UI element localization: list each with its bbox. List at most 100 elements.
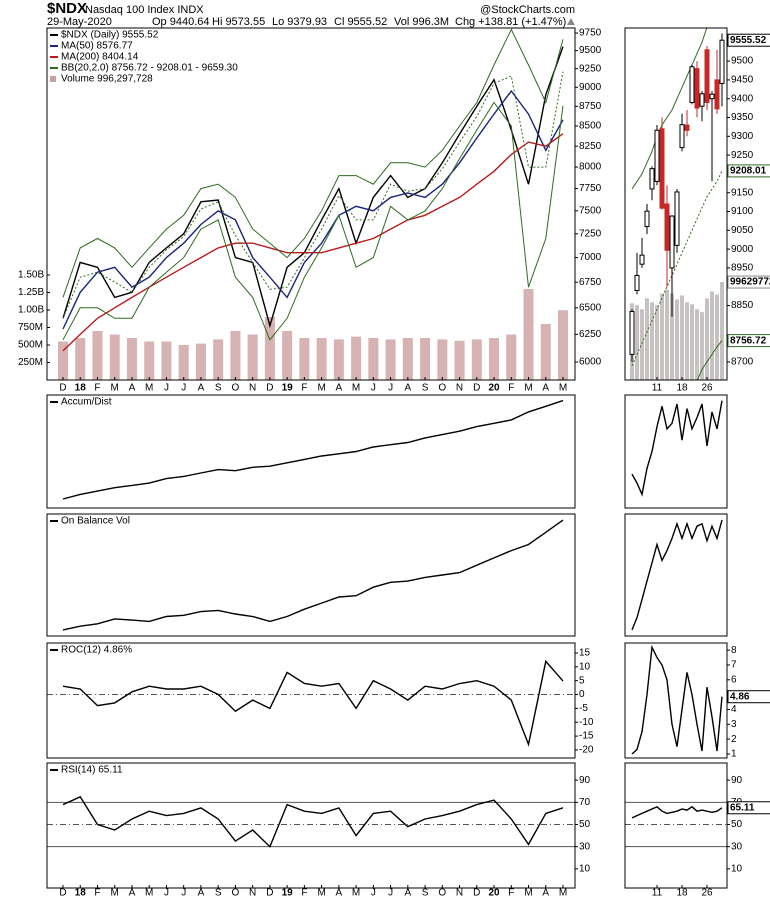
x-tick-label: M	[352, 383, 360, 394]
panel-frame	[624, 762, 728, 889]
volume-bar	[720, 282, 724, 380]
y2-tick-label: 750M	[18, 322, 43, 333]
candle-body	[639, 254, 645, 265]
x-tick-label: D	[266, 383, 273, 394]
candle-body	[679, 124, 685, 149]
series-line	[631, 805, 723, 819]
candle-body	[714, 79, 720, 110]
value-box	[727, 690, 770, 704]
change-arrow	[567, 18, 575, 25]
y-tick-label: -5	[579, 703, 588, 714]
x-tick-label: J	[388, 383, 393, 394]
y-tick-label: 4	[731, 704, 737, 715]
panel-frame	[46, 394, 576, 509]
x-tick-label: O	[438, 888, 446, 899]
x-tick-label: A	[404, 888, 411, 899]
y2-tick-label: 1.50B	[18, 270, 44, 281]
x-tick-label: N	[249, 383, 256, 394]
volume-bar	[316, 338, 327, 380]
change: Chg +138.81 (+1.47%)	[455, 16, 566, 28]
x-tick-label: 19	[282, 888, 294, 899]
candle-body	[674, 191, 680, 246]
legend-swatch	[50, 76, 56, 82]
x-tick-label: 26	[701, 888, 713, 899]
candle-body	[669, 215, 675, 269]
value-box	[727, 334, 770, 348]
x-tick-label: 20	[488, 888, 500, 899]
y-tick-label: 10	[579, 863, 591, 874]
volume-bar	[695, 309, 699, 380]
x-tick-label: S	[215, 383, 222, 394]
volume-bar	[710, 291, 714, 380]
y-tick-label: 9500	[579, 45, 602, 56]
x-tick-label: J	[181, 888, 186, 899]
x-tick-label: D	[59, 383, 66, 394]
volume-bar	[640, 309, 644, 380]
y-tick-label: 50	[731, 819, 743, 830]
candle-body	[694, 68, 700, 109]
y-tick-label: 10	[579, 661, 591, 672]
panel-frame	[624, 394, 728, 509]
panel-frame	[46, 513, 576, 637]
y-tick-label: 9350	[731, 112, 754, 123]
volume-bar	[247, 334, 258, 380]
y2-tick-label: 1.00B	[18, 305, 44, 316]
volume-bar	[92, 331, 103, 380]
y2-tick-label: 500M	[18, 340, 43, 351]
y-tick-label: 0	[579, 689, 585, 700]
volume-bar	[351, 336, 362, 380]
candle-body	[709, 93, 715, 100]
y-tick-label: 1	[731, 749, 737, 760]
x-tick-label: D	[266, 888, 273, 899]
volume-bar	[506, 334, 517, 380]
x-tick-label: F	[301, 383, 307, 394]
x-tick-label: S	[215, 888, 222, 899]
series-line	[62, 795, 564, 848]
x-tick-label: M	[524, 383, 532, 394]
candle-body	[719, 39, 725, 84]
x-tick-label: 11	[652, 888, 663, 899]
y-tick-label: 30	[579, 841, 591, 852]
x-tick-label: A	[198, 888, 205, 899]
x-tick-label: J	[388, 888, 393, 899]
volume-bar	[685, 302, 689, 380]
volume-bar	[230, 331, 241, 380]
panel	[47, 659, 575, 747]
candle-body	[684, 124, 690, 131]
y-tick-label: 9500	[731, 56, 754, 67]
volume-bar	[635, 305, 639, 380]
y-tick-label: 9450	[731, 75, 754, 86]
volume-bar	[670, 293, 674, 380]
x-tick-label: J	[164, 383, 169, 394]
y-tick-label: 90	[579, 775, 591, 786]
volume: Vol 996.3M	[394, 16, 449, 28]
x-tick-label: N	[456, 383, 463, 394]
series-line	[62, 46, 564, 329]
panel	[58, 28, 568, 380]
series-line	[631, 400, 723, 497]
volume-bar	[705, 298, 709, 380]
panel	[62, 519, 564, 631]
source: @StockCharts.com	[480, 4, 575, 16]
candle-body	[629, 311, 635, 355]
volume-bar	[109, 334, 120, 380]
x-tick-label: M	[317, 888, 325, 899]
volume-bar	[368, 338, 379, 380]
x-tick-label: M	[145, 888, 153, 899]
x-tick-label: F	[94, 888, 100, 899]
y-tick-label: 7750	[579, 183, 602, 194]
x-tick-label: 19	[282, 383, 294, 394]
low: Lo 9379.93	[272, 16, 327, 28]
y-tick-label: 3	[731, 719, 737, 730]
value-box	[727, 801, 770, 815]
y-tick-label: 7	[731, 660, 737, 671]
legend-label: MA(50) 8576.77	[61, 41, 133, 52]
series-line	[631, 519, 723, 631]
volume-bar	[523, 289, 534, 380]
panel	[629, 28, 725, 380]
y-tick-label: 70	[579, 797, 591, 808]
series-line	[62, 659, 564, 747]
x-tick-label: D	[473, 383, 480, 394]
y-tick-label: 8500	[579, 121, 602, 132]
